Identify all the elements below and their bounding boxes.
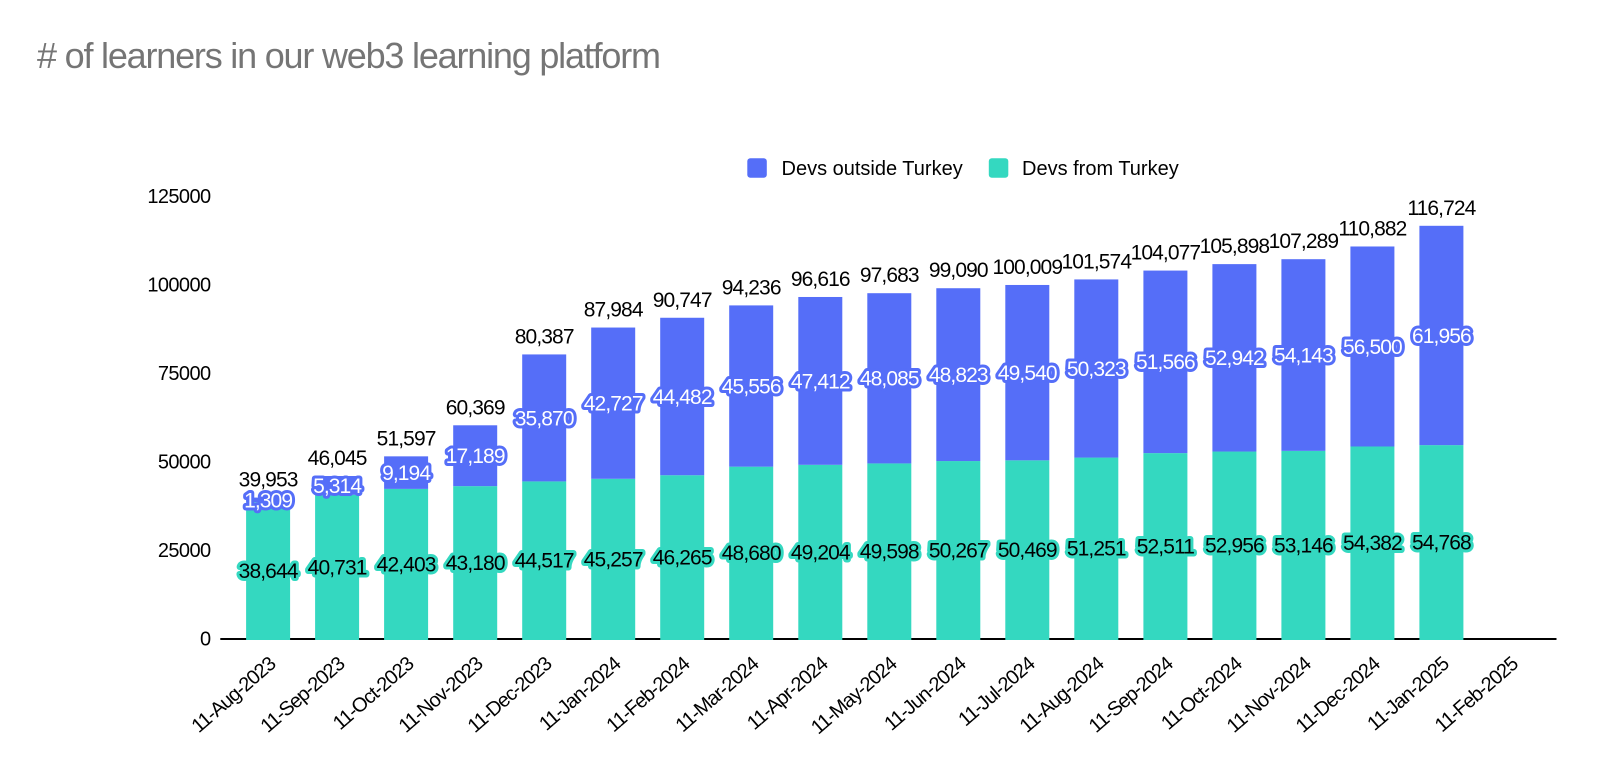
svg-text:51,597: 51,597 [377,427,436,450]
svg-text:50000: 50000 [158,452,211,474]
svg-text:100,009: 100,009 [992,256,1062,279]
svg-text:42,403: 42,403 [377,553,436,576]
svg-text:50,267: 50,267 [929,539,988,562]
svg-text:87,984: 87,984 [584,299,644,322]
svg-text:51,566: 51,566 [1136,351,1195,374]
svg-text:56,500: 56,500 [1343,336,1402,359]
svg-text:52,942: 52,942 [1205,347,1264,370]
svg-text:53,146: 53,146 [1274,534,1333,557]
svg-text:0: 0 [200,629,211,651]
svg-text:49,204: 49,204 [791,541,851,564]
svg-text:44,517: 44,517 [515,550,574,573]
svg-text:49,540: 49,540 [998,362,1057,385]
svg-text:101,574: 101,574 [1061,250,1132,273]
svg-text:45,257: 45,257 [584,548,643,571]
svg-text:42,727: 42,727 [584,393,643,416]
svg-text:Devs from Turkey: Devs from Turkey [1022,158,1179,180]
svg-text:125000: 125000 [147,186,211,208]
svg-text:99,090: 99,090 [929,259,988,282]
svg-text:44,482: 44,482 [653,386,712,409]
svg-text:105,898: 105,898 [1200,235,1270,258]
svg-text:52,956: 52,956 [1205,535,1264,558]
svg-text:75000: 75000 [158,363,211,385]
svg-text:45,556: 45,556 [722,375,781,398]
svg-text:60,369: 60,369 [446,396,505,419]
svg-text:9,194: 9,194 [382,462,431,485]
svg-text:# of learners in our web3 lear: # of learners in our web3 learning platf… [37,35,660,76]
svg-text:48,823: 48,823 [929,364,988,387]
svg-text:35,870: 35,870 [515,407,574,430]
svg-text:100000: 100000 [147,275,211,297]
svg-text:46,265: 46,265 [653,547,712,570]
svg-text:5,314: 5,314 [313,475,362,498]
svg-text:40,731: 40,731 [308,556,367,579]
svg-text:43,180: 43,180 [446,552,505,575]
svg-text:80,387: 80,387 [515,325,574,348]
svg-text:46,045: 46,045 [308,447,367,470]
svg-text:48,085: 48,085 [860,368,919,391]
svg-text:54,143: 54,143 [1274,344,1333,367]
svg-text:38,644: 38,644 [239,560,299,583]
svg-text:49,598: 49,598 [860,541,919,564]
svg-text:54,768: 54,768 [1412,532,1471,555]
svg-text:50,469: 50,469 [998,539,1057,562]
svg-text:1,309: 1,309 [244,489,292,512]
svg-text:90,747: 90,747 [653,289,712,312]
svg-text:48,680: 48,680 [722,542,781,565]
svg-text:25000: 25000 [158,540,211,562]
svg-text:94,236: 94,236 [722,276,781,299]
svg-text:39,953: 39,953 [239,469,298,492]
svg-text:104,077: 104,077 [1131,242,1201,265]
svg-text:107,289: 107,289 [1269,230,1339,253]
svg-text:96,616: 96,616 [791,268,850,291]
svg-text:54,382: 54,382 [1343,532,1402,555]
svg-text:51,251: 51,251 [1067,538,1126,561]
svg-text:47,412: 47,412 [791,370,850,393]
svg-text:Devs outside Turkey: Devs outside Turkey [782,158,963,180]
svg-text:61,956: 61,956 [1412,325,1471,348]
svg-text:110,882: 110,882 [1338,218,1406,241]
svg-text:116,724: 116,724 [1407,197,1476,220]
svg-text:50,323: 50,323 [1067,358,1126,381]
svg-text:17,189: 17,189 [446,445,505,468]
svg-text:52,511: 52,511 [1137,536,1194,559]
svg-text:97,683: 97,683 [860,264,919,287]
